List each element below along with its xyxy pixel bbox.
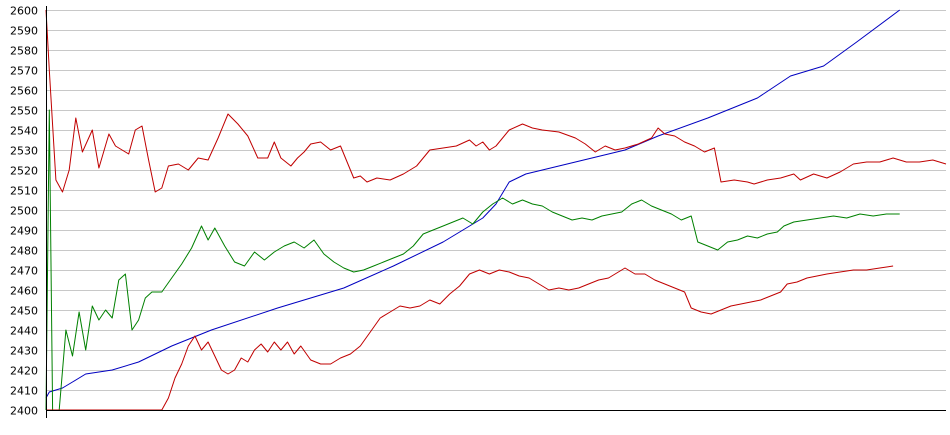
y-tick-label: 2510 [10,185,38,198]
y-tick-label: 2580 [10,45,38,58]
series-line-upper [45,9,947,193]
y-tick-label: 2590 [10,25,38,38]
y-tick-labels: 2400 2410 2420 2430 2440 2450 2460 2470 2480 2490… [10,5,38,418]
y-tick-label: 2440 [10,325,38,338]
y-tick-label: 2420 [10,365,38,378]
y-tick-label: 2520 [10,165,38,178]
y-tick-label: 2600 [10,5,38,18]
y-tick-label: 2410 [10,385,38,398]
y-tick-label: 2400 [10,405,38,418]
y-tick-label: 2530 [10,145,38,158]
series-line-mid-upper [45,109,900,411]
y-tick-label: 2460 [10,285,38,298]
y-tick-label: 2490 [10,225,38,238]
y-tick-label: 2570 [10,65,38,78]
y-tick-label: 2500 [10,205,38,218]
series-lines [45,9,947,411]
series-line-middle [45,9,900,399]
series-line-lower [46,265,894,411]
y-tick-label: 2560 [10,85,38,98]
y-tick-label: 2480 [10,245,38,258]
gridlines [46,10,946,411]
y-tick-label: 2470 [10,265,38,278]
y-tick-label: 2550 [10,105,38,118]
y-tick-label: 2430 [10,345,38,358]
y-tick-label: 2540 [10,125,38,138]
y-tick-label: 2450 [10,305,38,318]
axes [46,6,946,418]
